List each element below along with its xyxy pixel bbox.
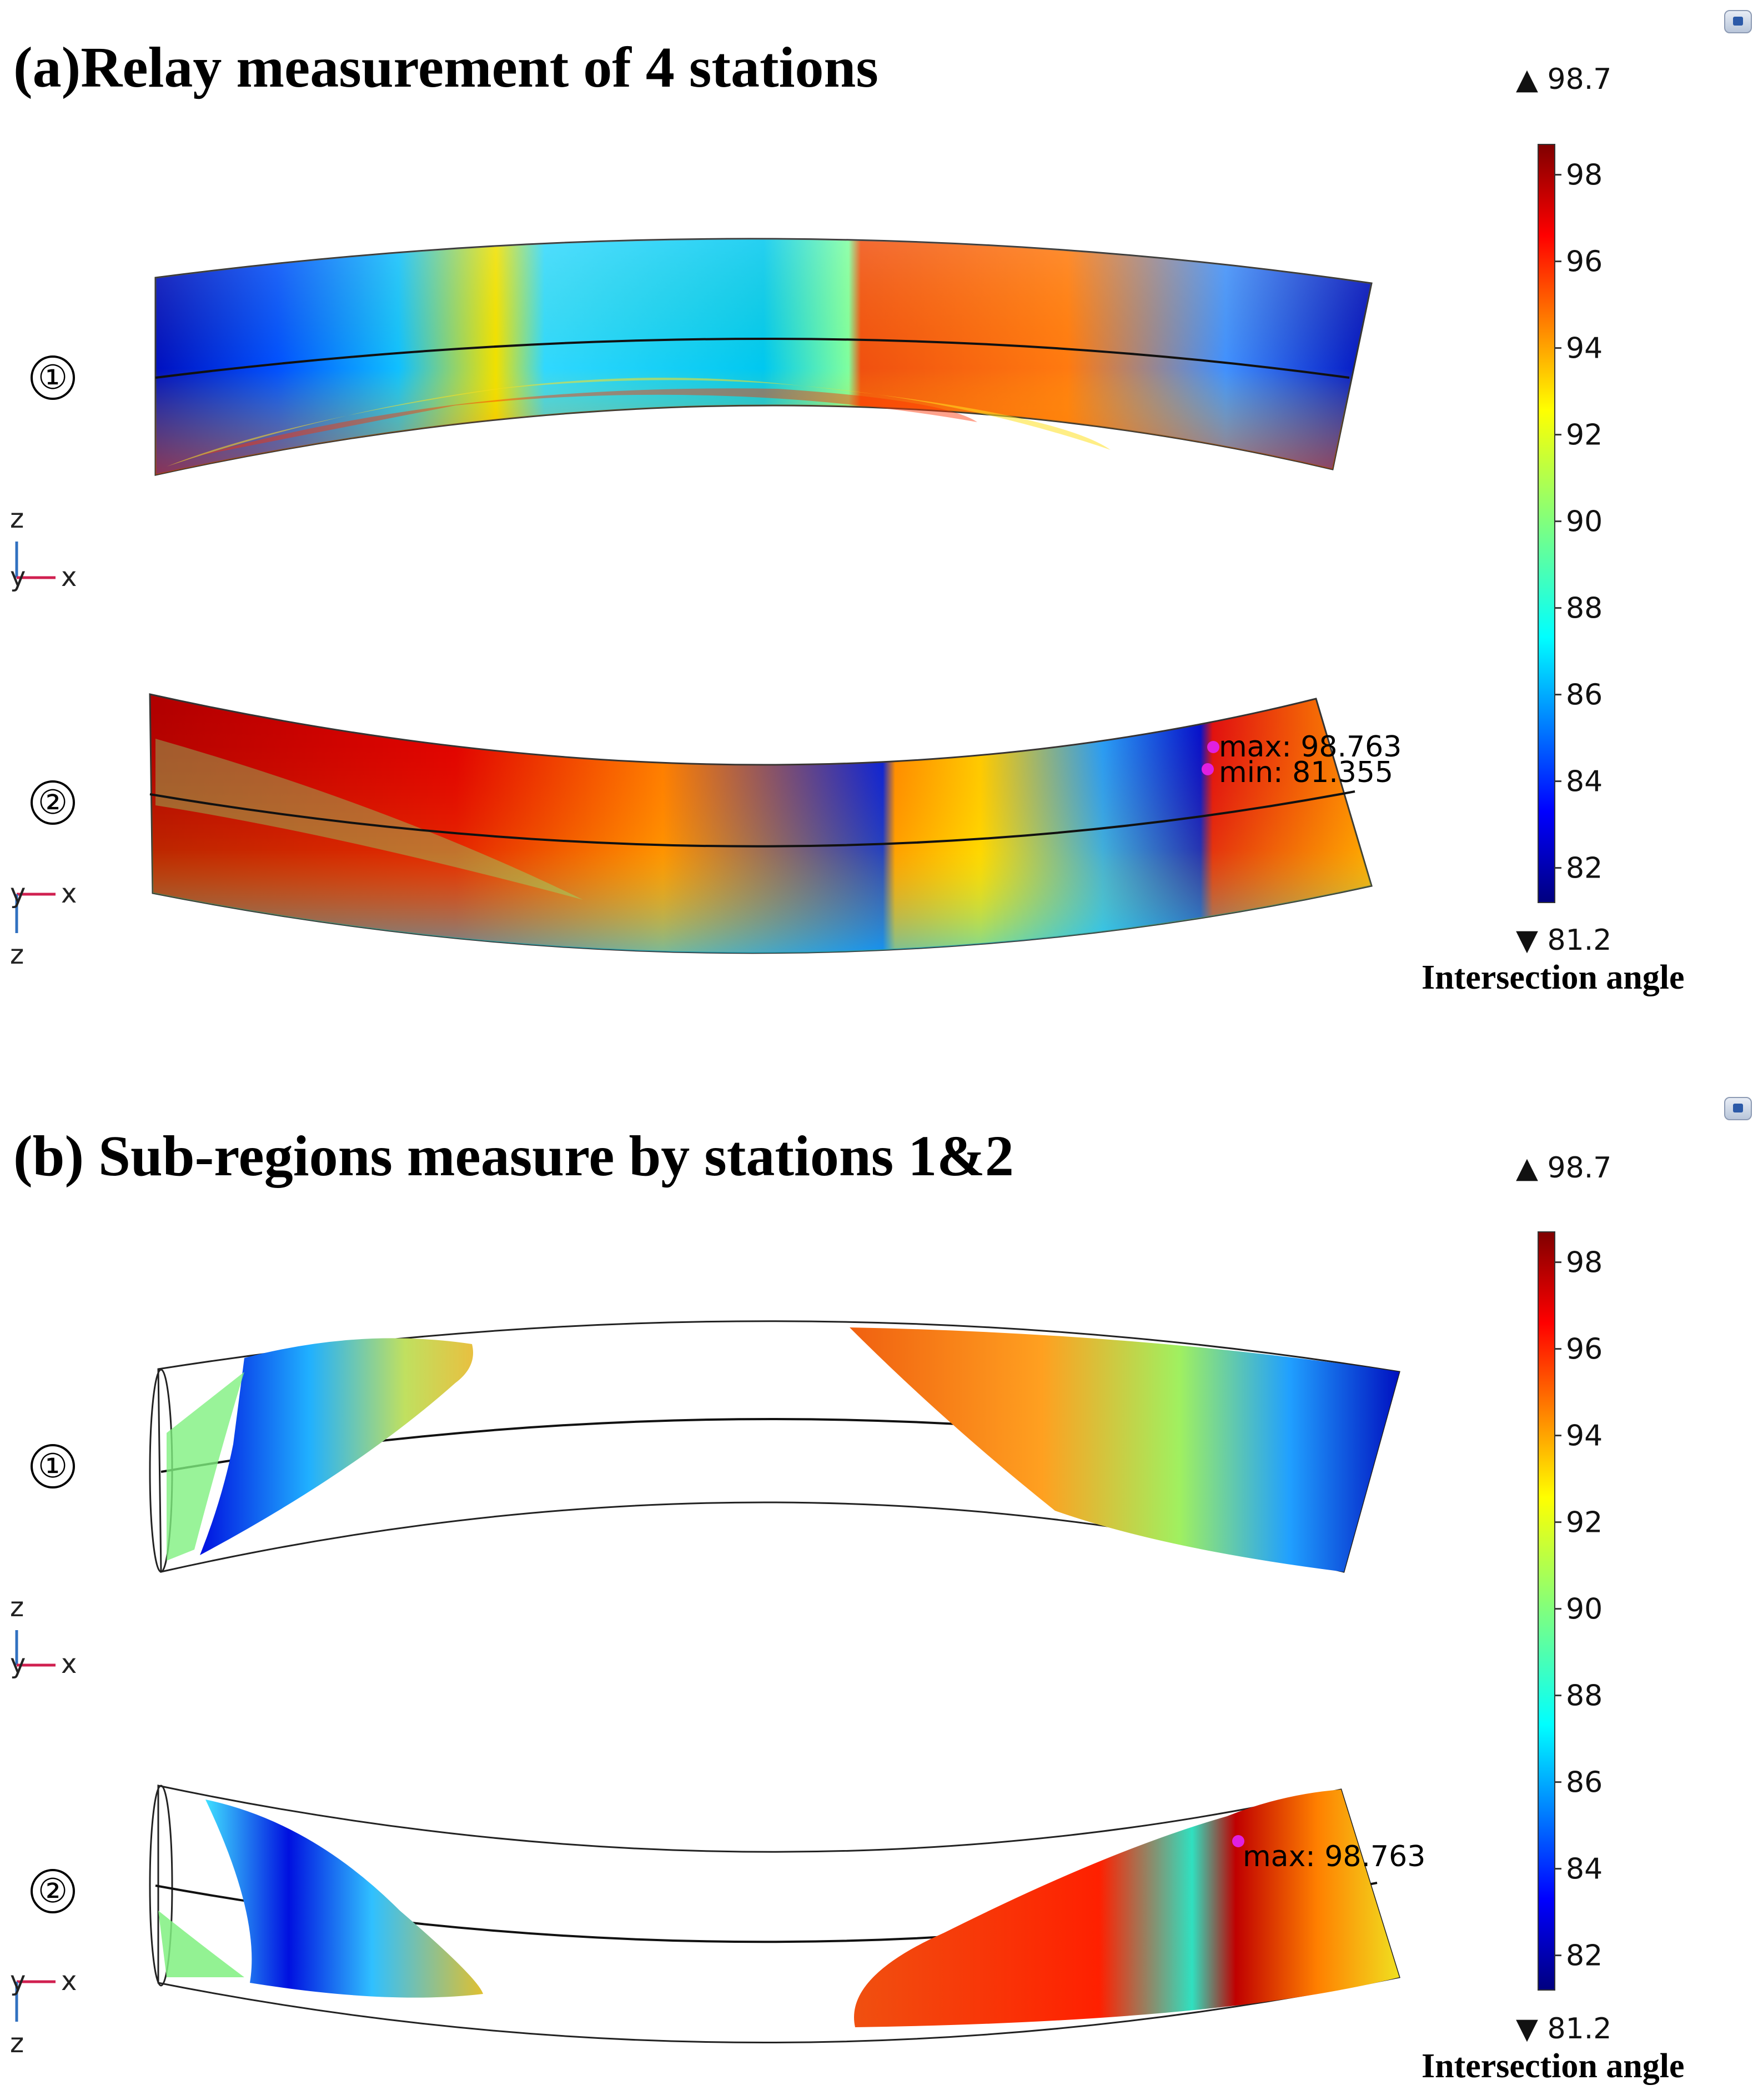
panel-a-title: (a)Relay measurement of 4 stations [13, 36, 878, 99]
axis-label-x: x [61, 1966, 77, 1997]
axis-label-z: z [10, 939, 24, 970]
axis-triad-b1 [15, 1630, 56, 1667]
axis-triad-b2 [15, 1980, 56, 2022]
view-label: ② [31, 780, 75, 825]
app-logo-icon [1724, 1097, 1752, 1120]
view-label: ① [31, 355, 75, 400]
colorbar-tick-label: 84 [1566, 1853, 1603, 1886]
axis-label-z: z [10, 2028, 24, 2059]
colorbar-tick-label: 82 [1566, 852, 1603, 885]
colorbar-b: 98 96 94 92 90 88 86 84 82 ▲ 98.7 ▼ 81.2 Interse… [1422, 1151, 1685, 2085]
colorbar-tick-label: 98 [1566, 159, 1603, 192]
view-label: ① [31, 1444, 75, 1488]
panel-a-view-2-tube [149, 693, 1373, 954]
axis-label-z: z [10, 503, 24, 534]
axis-triad-a1 [15, 542, 56, 579]
panel-a-view-1-tube [154, 238, 1373, 476]
colorbar-tick-label: 88 [1566, 1680, 1603, 1713]
max-annotation-b: max: 98.763 [1243, 1840, 1425, 1873]
colorbar-tick-label: 96 [1566, 245, 1603, 279]
colorbar-a: 98 96 94 92 90 88 86 84 82 ▲ 98.7 ▼ 81.2 Interse… [1422, 63, 1685, 996]
colorbar-tick-label: 90 [1566, 1593, 1603, 1626]
colorbar-max-label: ▲ 98.7 [1516, 63, 1611, 96]
max-marker-a [1207, 741, 1219, 753]
colorbar-min-label: ▼ 81.2 [1516, 2012, 1611, 2046]
app-logo-icon [1724, 10, 1752, 33]
colorbar-min-label: ▼ 81.2 [1516, 924, 1611, 957]
colorbar-tick-label: 86 [1566, 679, 1603, 712]
colorbar-title: Intersection angle [1422, 2047, 1685, 2085]
axis-label-x: x [61, 878, 77, 909]
axis-label-y: y [10, 1648, 26, 1680]
panel-b-view-2-tube [149, 1785, 1400, 2044]
colorbar-tick-label: 86 [1566, 1766, 1603, 1800]
axis-label-y: y [10, 878, 26, 909]
axis-label-y: y [10, 562, 26, 593]
axis-label-x: x [61, 1648, 77, 1680]
view-label: ② [31, 1869, 75, 1913]
max-annotation-a: max: 98.763 [1219, 730, 1402, 764]
axis-label-x: x [61, 562, 77, 593]
colorbar-tick-label: 88 [1566, 592, 1603, 625]
colorbar-tick-label: 92 [1566, 419, 1603, 452]
min-annotation-a: min: 81.355 [1219, 756, 1393, 789]
colorbar-tick-label: 92 [1566, 1506, 1603, 1540]
colorbar-tick-label: 82 [1566, 1939, 1603, 1973]
colorbar-tick-label: 84 [1566, 765, 1603, 799]
colorbar-tick-label: 96 [1566, 1333, 1603, 1366]
colorbar-tick-label: 94 [1566, 332, 1603, 365]
min-marker-a [1202, 763, 1214, 775]
colorbar-title: Intersection angle [1422, 959, 1685, 996]
panel-b-title: (b) Sub-regions measure by stations 1&2 [13, 1124, 1014, 1188]
colorbar-max-label: ▲ 98.7 [1516, 1151, 1611, 1185]
colorbar-tick-label: 98 [1566, 1246, 1603, 1280]
panel-b-view-1-tube [149, 1320, 1400, 1573]
axis-label-z: z [10, 1592, 24, 1623]
colorbar-tick-label: 94 [1566, 1420, 1603, 1453]
axis-label-y: y [10, 1966, 26, 1997]
axis-triad-a2 [15, 893, 56, 933]
max-marker-b [1232, 1835, 1244, 1847]
colorbar-tick-label: 90 [1566, 505, 1603, 539]
